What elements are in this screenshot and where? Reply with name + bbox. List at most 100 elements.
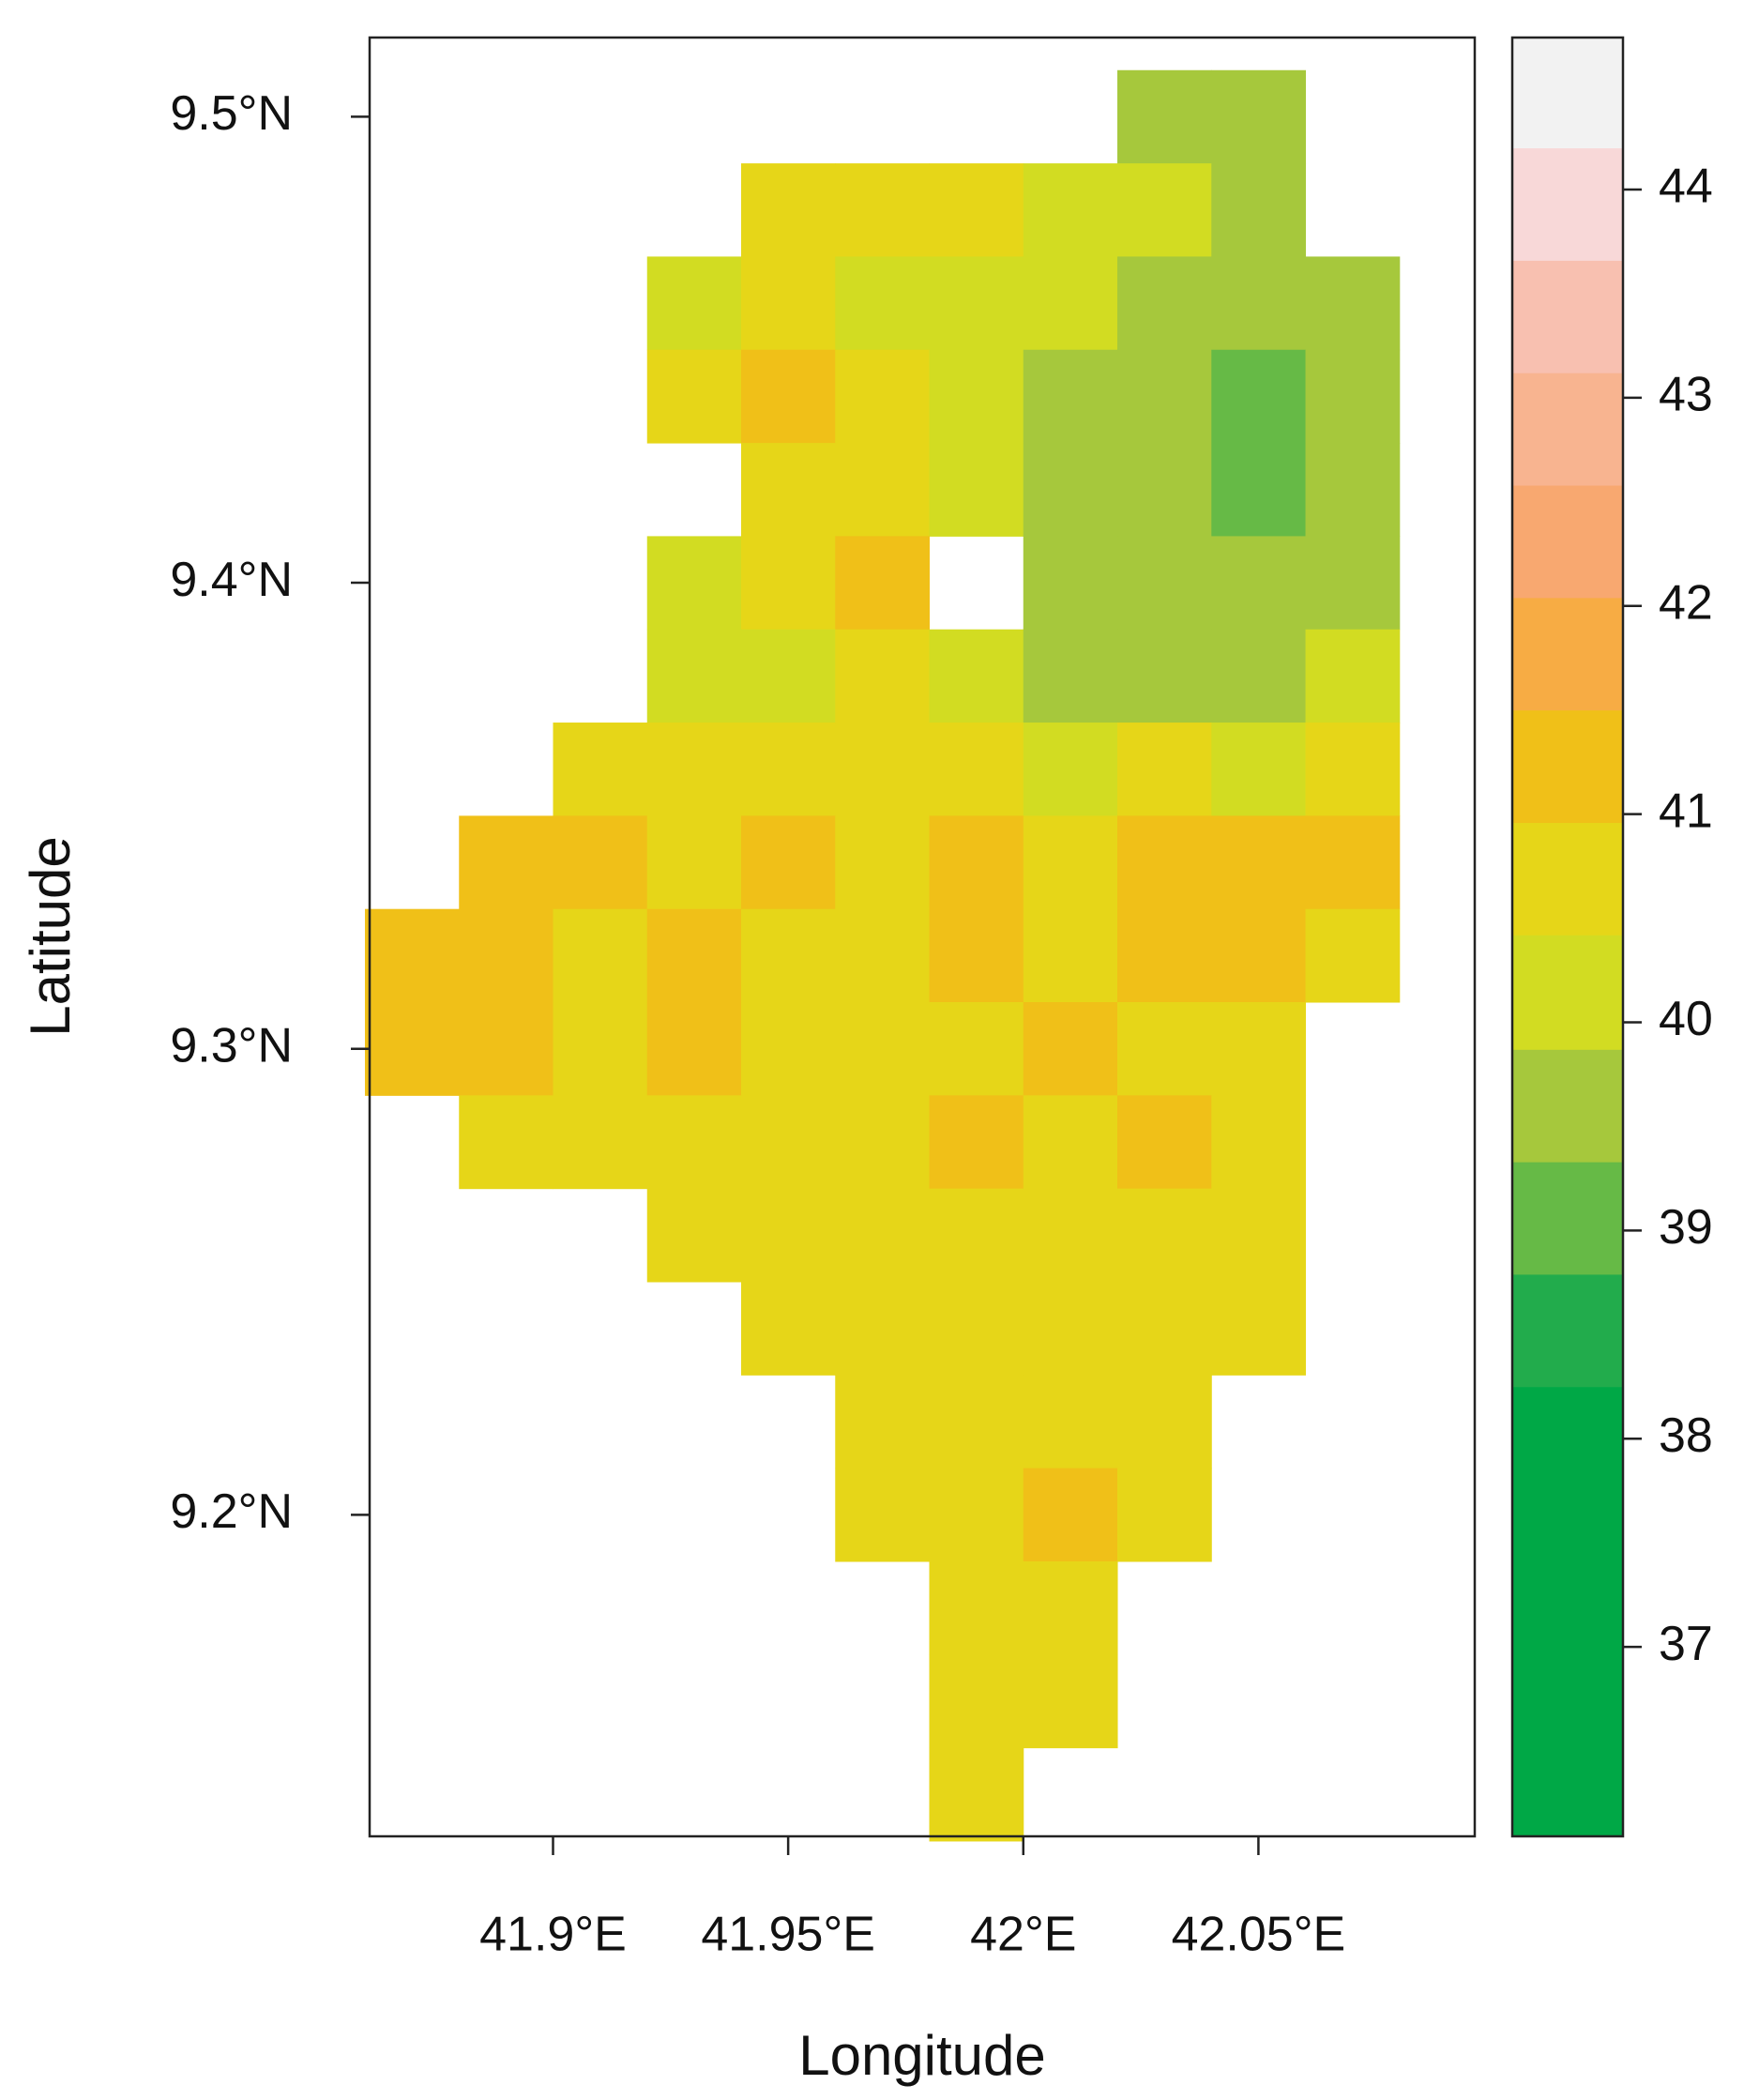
raster-cell (929, 815, 1024, 910)
raster-cell (1023, 443, 1118, 537)
raster-cell (835, 723, 931, 816)
raster-cell (835, 1468, 931, 1562)
raster-cell (835, 443, 931, 537)
raster-cell (1117, 443, 1212, 537)
raster-cell (1023, 536, 1118, 631)
raster-cell (1023, 163, 1118, 257)
raster-cell (1211, 536, 1307, 631)
raster-cell (1211, 1095, 1307, 1190)
raster-cell (1117, 536, 1212, 631)
y-tick-label: 9.3°N (170, 1018, 293, 1073)
raster-cell (1117, 629, 1212, 723)
y-tick-label: 9.5°N (170, 86, 293, 141)
colorbar-tick-label: 41 (1659, 784, 1713, 838)
raster-cell (1117, 256, 1212, 351)
raster-cell (1117, 1375, 1212, 1469)
y-tick-label: 9.2°N (170, 1484, 293, 1539)
raster-cell (1023, 1188, 1118, 1283)
raster-cell (1211, 1282, 1307, 1376)
raster-cell (1211, 1188, 1307, 1283)
raster-cell (835, 1002, 931, 1096)
raster-cell (835, 536, 931, 631)
raster-cell (1211, 256, 1307, 351)
colorbar-band (1512, 1273, 1623, 1388)
raster-cell (741, 723, 836, 816)
x-tick-label: 41.95°E (701, 1908, 875, 1962)
colorbar-tick-label: 44 (1659, 160, 1713, 214)
colorbar-band (1512, 147, 1623, 261)
raster-cell (1117, 1002, 1212, 1096)
raster-cell (835, 1375, 931, 1469)
raster-cell (459, 908, 553, 1003)
raster-cell (646, 908, 742, 1003)
raster-cell (1211, 629, 1307, 723)
raster-cell (741, 443, 836, 537)
raster-cell (1305, 256, 1401, 351)
raster-cell (646, 815, 742, 910)
raster-cell (553, 723, 648, 816)
raster-cell (1023, 1654, 1118, 1749)
raster-cell (553, 1002, 648, 1096)
raster-cell (1211, 908, 1307, 1003)
raster-cell (1023, 1282, 1118, 1376)
raster-cell (646, 349, 742, 444)
raster-cell (1023, 1468, 1118, 1562)
raster-cell (835, 1282, 931, 1376)
raster-cell (929, 1468, 1024, 1562)
raster-cell (741, 908, 836, 1003)
raster-cell (1023, 815, 1118, 910)
x-tick-label: 42°E (970, 1908, 1076, 1962)
raster-cell (741, 629, 836, 723)
raster-cell (741, 815, 836, 910)
colorbar-band (1512, 373, 1623, 486)
raster-cell (1305, 815, 1401, 910)
raster-cell (929, 256, 1024, 351)
raster-cell (929, 1560, 1024, 1655)
colorbar-band (1512, 935, 1623, 1050)
raster-cell (1023, 1002, 1118, 1096)
raster-cell (835, 1095, 931, 1190)
raster-cell (1023, 1095, 1118, 1190)
raster-cell (835, 163, 931, 257)
raster-cell (741, 1282, 836, 1376)
colorbar-tick-label: 43 (1659, 368, 1713, 422)
raster-cell (929, 908, 1024, 1003)
raster-cell (1117, 69, 1212, 164)
raster-cell (1023, 256, 1118, 351)
raster-cell (929, 723, 1024, 816)
raster-cell (835, 908, 931, 1003)
raster-cell (1117, 1188, 1212, 1283)
raster-cell (1023, 349, 1118, 444)
colorbar-band (1512, 822, 1623, 936)
raster-cell (929, 349, 1024, 444)
raster-cell (1211, 443, 1307, 537)
raster-cell (1305, 629, 1401, 723)
raster-cell (1023, 629, 1118, 723)
raster-cell (741, 256, 836, 351)
raster-cell (646, 256, 742, 351)
raster-cell (835, 256, 931, 351)
raster-cell (929, 1188, 1024, 1283)
raster-cell (741, 1188, 836, 1283)
raster-cell (1117, 723, 1212, 816)
raster-cell (459, 1095, 553, 1190)
raster-cell (1117, 908, 1212, 1003)
colorbar-band (1512, 597, 1623, 711)
raster-cell (929, 629, 1024, 723)
colorbar-band (1512, 38, 1623, 149)
raster-cell (553, 815, 648, 910)
raster-cell (1117, 1468, 1212, 1562)
raster-cell (646, 723, 742, 816)
raster-cell (1211, 163, 1307, 257)
colorbar-band (1512, 485, 1623, 599)
colorbar-tick-label: 42 (1659, 575, 1713, 630)
raster-cell (741, 349, 836, 444)
raster-cell (1211, 69, 1307, 164)
raster-cell (646, 536, 742, 631)
raster-cell (1117, 815, 1212, 910)
x-tick-label: 41.9°E (479, 1908, 627, 1962)
raster-cell (553, 1095, 648, 1190)
raster-cell (1023, 723, 1118, 816)
colorbar-tick-label: 40 (1659, 992, 1713, 1046)
